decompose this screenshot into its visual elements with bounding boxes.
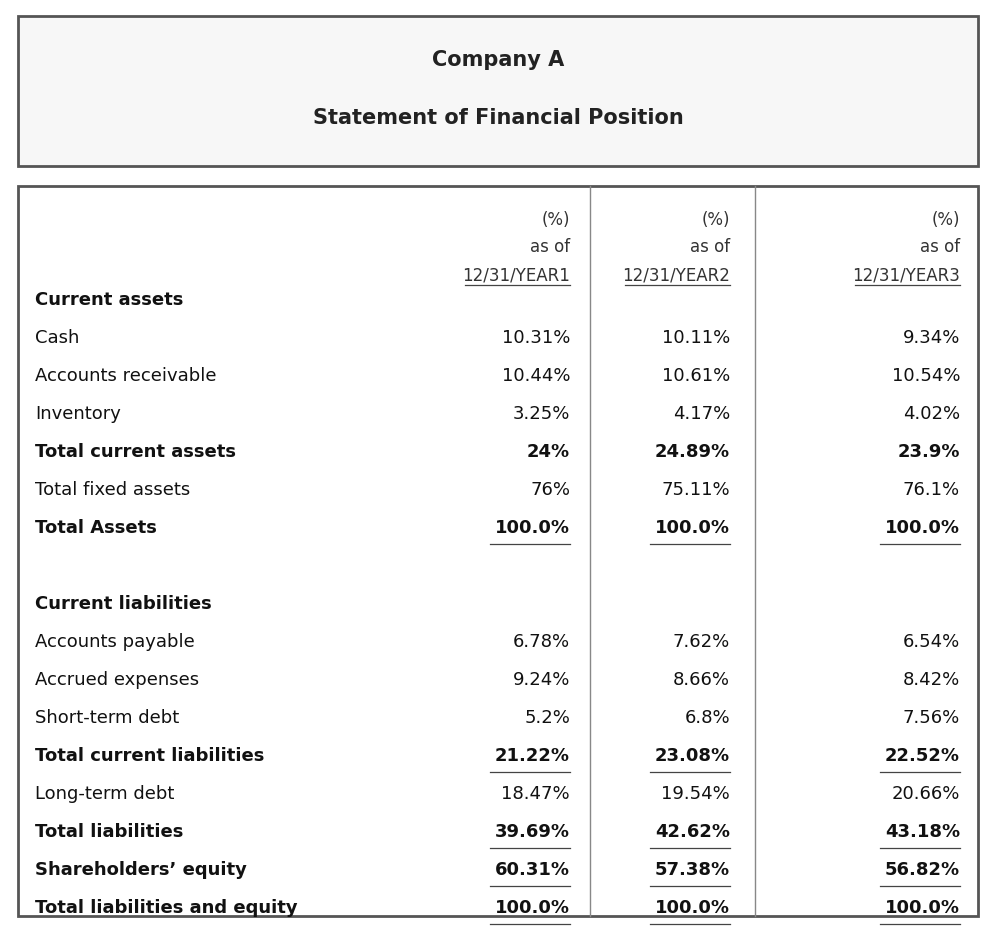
Text: 9.24%: 9.24%	[513, 671, 570, 689]
Text: 42.62%: 42.62%	[655, 823, 730, 841]
Text: (%): (%)	[931, 211, 960, 229]
Text: Total liabilities and equity: Total liabilities and equity	[35, 899, 298, 917]
Text: 100.0%: 100.0%	[655, 899, 730, 917]
Text: Cash: Cash	[35, 329, 80, 347]
Text: 6.54%: 6.54%	[902, 633, 960, 651]
Text: 23.08%: 23.08%	[655, 747, 730, 765]
Text: 10.54%: 10.54%	[891, 367, 960, 385]
Text: 5.2%: 5.2%	[524, 709, 570, 727]
Text: Short-term debt: Short-term debt	[35, 709, 179, 727]
Text: (%): (%)	[701, 211, 730, 229]
Text: 75.11%: 75.11%	[661, 481, 730, 499]
Text: Total liabilities: Total liabilities	[35, 823, 183, 841]
Text: 100.0%: 100.0%	[495, 899, 570, 917]
Text: 21.22%: 21.22%	[495, 747, 570, 765]
Text: Accrued expenses: Accrued expenses	[35, 671, 199, 689]
Text: 12/31/YEAR1: 12/31/YEAR1	[462, 266, 570, 284]
Text: 56.82%: 56.82%	[884, 861, 960, 879]
Text: 100.0%: 100.0%	[655, 519, 730, 537]
Text: Shareholders’ equity: Shareholders’ equity	[35, 861, 247, 879]
Text: Company A: Company A	[432, 50, 564, 70]
Text: 43.18%: 43.18%	[884, 823, 960, 841]
Text: 24.89%: 24.89%	[655, 443, 730, 461]
Text: 24%: 24%	[527, 443, 570, 461]
Text: 12/31/YEAR3: 12/31/YEAR3	[853, 266, 960, 284]
Text: 23.9%: 23.9%	[897, 443, 960, 461]
Text: Current liabilities: Current liabilities	[35, 595, 212, 613]
Text: Accounts payable: Accounts payable	[35, 633, 195, 651]
Text: 4.17%: 4.17%	[672, 405, 730, 423]
Text: Total fixed assets: Total fixed assets	[35, 481, 190, 499]
Text: 10.31%: 10.31%	[502, 329, 570, 347]
Text: Long-term debt: Long-term debt	[35, 785, 174, 803]
Text: as of: as of	[530, 238, 570, 256]
Text: 19.54%: 19.54%	[661, 785, 730, 803]
Text: 60.31%: 60.31%	[495, 861, 570, 879]
Text: 12/31/YEAR2: 12/31/YEAR2	[622, 266, 730, 284]
Text: 100.0%: 100.0%	[885, 899, 960, 917]
Text: 6.78%: 6.78%	[513, 633, 570, 651]
Text: 18.47%: 18.47%	[501, 785, 570, 803]
Bar	[18, 186, 978, 916]
Text: 76%: 76%	[530, 481, 570, 499]
Text: 8.66%: 8.66%	[673, 671, 730, 689]
Text: Current assets: Current assets	[35, 291, 183, 309]
Text: 39.69%: 39.69%	[495, 823, 570, 841]
Text: 57.38%: 57.38%	[655, 861, 730, 879]
Text: Statement of Financial Position: Statement of Financial Position	[313, 108, 683, 128]
Text: 100.0%: 100.0%	[885, 519, 960, 537]
Text: 7.62%: 7.62%	[672, 633, 730, 651]
Text: 76.1%: 76.1%	[903, 481, 960, 499]
Text: Total current assets: Total current assets	[35, 443, 236, 461]
Text: 4.02%: 4.02%	[903, 405, 960, 423]
Text: Total current liabilities: Total current liabilities	[35, 747, 264, 765]
Text: 7.56%: 7.56%	[902, 709, 960, 727]
Text: 10.11%: 10.11%	[661, 329, 730, 347]
Text: 9.34%: 9.34%	[902, 329, 960, 347]
Text: 20.66%: 20.66%	[891, 785, 960, 803]
Bar	[18, 16, 978, 166]
Text: as of: as of	[920, 238, 960, 256]
Text: 10.44%: 10.44%	[502, 367, 570, 385]
Text: Accounts receivable: Accounts receivable	[35, 367, 216, 385]
Text: 8.42%: 8.42%	[902, 671, 960, 689]
Text: 10.61%: 10.61%	[661, 367, 730, 385]
Text: Inventory: Inventory	[35, 405, 121, 423]
Text: (%): (%)	[542, 211, 570, 229]
Text: as of: as of	[690, 238, 730, 256]
Text: 6.8%: 6.8%	[684, 709, 730, 727]
Text: Total Assets: Total Assets	[35, 519, 157, 537]
Text: 100.0%: 100.0%	[495, 519, 570, 537]
Text: 22.52%: 22.52%	[885, 747, 960, 765]
Text: 3.25%: 3.25%	[513, 405, 570, 423]
